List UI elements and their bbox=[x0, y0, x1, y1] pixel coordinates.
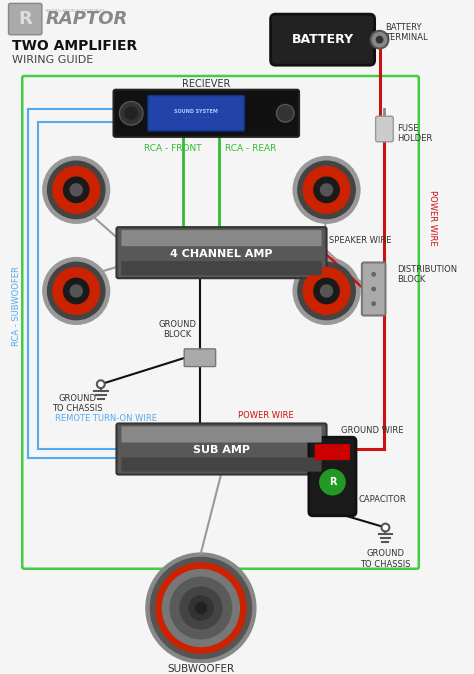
Circle shape bbox=[156, 563, 246, 653]
Text: R: R bbox=[18, 10, 32, 28]
FancyBboxPatch shape bbox=[309, 437, 356, 516]
Circle shape bbox=[70, 184, 82, 196]
Circle shape bbox=[124, 106, 138, 120]
Circle shape bbox=[382, 524, 389, 532]
Text: SUB AMP: SUB AMP bbox=[193, 445, 250, 455]
FancyBboxPatch shape bbox=[148, 96, 244, 131]
Circle shape bbox=[375, 36, 383, 44]
FancyBboxPatch shape bbox=[117, 423, 327, 474]
FancyBboxPatch shape bbox=[315, 444, 350, 460]
Circle shape bbox=[319, 469, 346, 495]
Circle shape bbox=[189, 596, 213, 620]
Text: CAPACITOR: CAPACITOR bbox=[359, 495, 407, 504]
Circle shape bbox=[320, 285, 333, 297]
Circle shape bbox=[64, 278, 89, 304]
Circle shape bbox=[371, 286, 376, 291]
Circle shape bbox=[298, 262, 355, 319]
Text: BATTERY: BATTERY bbox=[292, 33, 354, 47]
Circle shape bbox=[293, 257, 360, 324]
Circle shape bbox=[146, 553, 256, 663]
Text: R: R bbox=[328, 477, 336, 487]
Circle shape bbox=[53, 268, 100, 314]
Circle shape bbox=[195, 603, 206, 613]
Circle shape bbox=[303, 166, 350, 213]
Circle shape bbox=[119, 102, 143, 125]
Circle shape bbox=[163, 570, 239, 646]
Circle shape bbox=[64, 177, 89, 203]
Text: GROUND WIRE: GROUND WIRE bbox=[341, 426, 404, 435]
Text: 4 CHANNEL AMP: 4 CHANNEL AMP bbox=[170, 249, 273, 259]
FancyBboxPatch shape bbox=[9, 3, 42, 35]
Text: POWER WIRE: POWER WIRE bbox=[428, 189, 437, 245]
FancyBboxPatch shape bbox=[121, 230, 322, 246]
FancyBboxPatch shape bbox=[121, 261, 322, 276]
Text: RECIEVER: RECIEVER bbox=[182, 79, 230, 89]
Circle shape bbox=[97, 380, 105, 388]
Circle shape bbox=[47, 161, 105, 218]
Circle shape bbox=[314, 177, 339, 203]
FancyBboxPatch shape bbox=[362, 262, 385, 315]
Circle shape bbox=[70, 285, 82, 297]
Text: - - - - - - - - - -: - - - - - - - - - - bbox=[183, 115, 209, 119]
Text: RAPTOR: RAPTOR bbox=[46, 10, 128, 28]
Text: RCA - SUBWOOFER: RCA - SUBWOOFER bbox=[12, 266, 21, 346]
FancyBboxPatch shape bbox=[114, 90, 299, 137]
Circle shape bbox=[150, 557, 252, 658]
Text: BATTERY
TERMINAL: BATTERY TERMINAL bbox=[385, 23, 428, 42]
Text: GROUND
TO CHASSIS: GROUND TO CHASSIS bbox=[360, 549, 410, 569]
FancyBboxPatch shape bbox=[271, 14, 374, 65]
FancyBboxPatch shape bbox=[184, 349, 216, 367]
Circle shape bbox=[276, 104, 294, 122]
Circle shape bbox=[53, 166, 100, 213]
FancyBboxPatch shape bbox=[117, 227, 327, 278]
FancyBboxPatch shape bbox=[121, 458, 322, 472]
Circle shape bbox=[43, 257, 109, 324]
Text: POWER WIRE: POWER WIRE bbox=[238, 411, 293, 420]
Circle shape bbox=[293, 156, 360, 223]
Circle shape bbox=[298, 161, 355, 218]
Circle shape bbox=[371, 31, 388, 49]
Text: REMOTE TURN-ON WIRE: REMOTE TURN-ON WIRE bbox=[55, 414, 157, 423]
Text: GROUND
TO CHASSIS: GROUND TO CHASSIS bbox=[52, 394, 102, 413]
Text: SOUND SYSTEM: SOUND SYSTEM bbox=[174, 109, 218, 114]
Text: SUBWOOFER: SUBWOOFER bbox=[167, 664, 235, 674]
Circle shape bbox=[47, 262, 105, 319]
Text: RCA - REAR: RCA - REAR bbox=[225, 144, 277, 152]
FancyBboxPatch shape bbox=[3, 1, 468, 663]
Circle shape bbox=[180, 587, 222, 629]
Circle shape bbox=[43, 156, 109, 223]
FancyBboxPatch shape bbox=[375, 116, 393, 142]
Circle shape bbox=[371, 301, 376, 306]
Text: INSTALLATION ACCESSORIES: INSTALLATION ACCESSORIES bbox=[46, 9, 105, 13]
Text: RCA - FRONT: RCA - FRONT bbox=[144, 144, 201, 152]
Circle shape bbox=[170, 577, 232, 639]
Circle shape bbox=[371, 272, 376, 277]
Circle shape bbox=[314, 278, 339, 304]
Text: TWO AMPLIFIER: TWO AMPLIFIER bbox=[12, 40, 137, 53]
Text: WIRING GUIDE: WIRING GUIDE bbox=[12, 55, 94, 65]
FancyBboxPatch shape bbox=[121, 427, 322, 443]
Circle shape bbox=[320, 184, 333, 196]
Text: SPEAKER WIRE: SPEAKER WIRE bbox=[329, 237, 392, 245]
Circle shape bbox=[303, 268, 350, 314]
Text: DISTRIBUTION
BLOCK: DISTRIBUTION BLOCK bbox=[397, 265, 457, 284]
Text: FUSE
HOLDER: FUSE HOLDER bbox=[397, 124, 432, 144]
Text: GROUND
BLOCK: GROUND BLOCK bbox=[158, 319, 196, 339]
